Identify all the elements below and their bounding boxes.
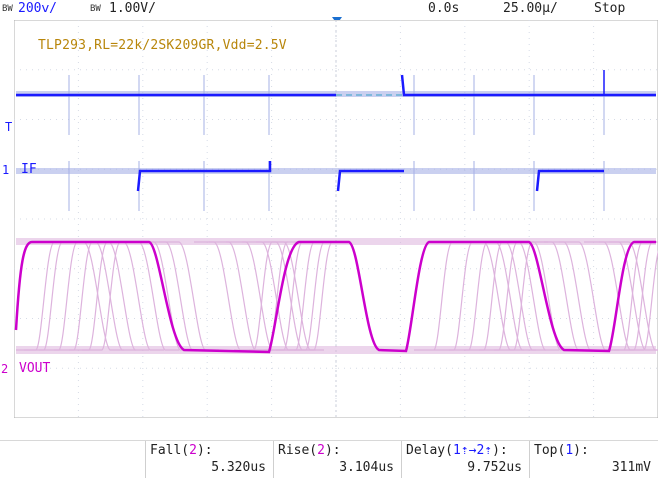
run-state[interactable]: Stop	[594, 1, 626, 16]
ch1-label: IF	[21, 162, 37, 177]
ch2-ground-marker[interactable]: 2	[1, 362, 9, 376]
if-persistence-low-band	[16, 168, 656, 174]
measurement-top[interactable]: Top(1): 311mV	[529, 441, 658, 478]
ch2-scale[interactable]: 1.00V/	[109, 1, 156, 16]
live-traces	[14, 70, 656, 354]
if-trace-high-right	[400, 74, 656, 97]
measurement-fall[interactable]: Fall(2): 5.320us	[145, 441, 274, 478]
trigger-level-marker[interactable]: T	[5, 120, 13, 134]
if-pulse	[136, 161, 272, 192]
ch1-ground-marker[interactable]: 1	[2, 163, 10, 177]
measurement-bar: Fall(2): 5.320us Rise(2): 3.104us Delay(…	[0, 440, 658, 478]
timebase[interactable]: 25.00µ/	[503, 1, 558, 16]
measurement-value: 3.104us	[339, 460, 394, 475]
status-bar: BW 200ⅴ/ BW 1.00V/ 0.0s 25.00µ/ Stop	[0, 0, 658, 18]
measurement-delay[interactable]: Delay(1⇡→2⇡): 9.752us	[401, 441, 530, 478]
ch1-scale[interactable]: 200ⅴ/	[18, 1, 57, 16]
if-pulse	[535, 169, 604, 192]
trigger-time[interactable]: 0.0s	[428, 1, 460, 16]
waveform-display[interactable]	[14, 20, 658, 418]
annotation-text: TLP293,RL=22k/2SK209GR,Vdd=2.5V	[38, 38, 287, 53]
ch2-bw-indicator: BW	[90, 4, 101, 14]
measurement-value: 5.320us	[211, 460, 266, 475]
vout-trace	[14, 240, 656, 354]
measurement-rise[interactable]: Rise(2): 3.104us	[273, 441, 402, 478]
ch2-label: VOUT	[19, 361, 51, 376]
measurement-value: 9.752us	[467, 460, 522, 475]
ch1-bw-indicator: BW	[2, 4, 13, 14]
if-pulse	[336, 169, 404, 192]
vout-persistence-low-band	[16, 346, 656, 354]
measurement-value: 311mV	[611, 460, 651, 475]
